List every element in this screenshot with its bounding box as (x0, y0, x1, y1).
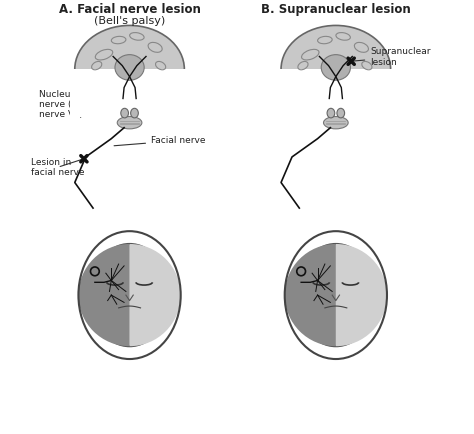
Ellipse shape (75, 26, 184, 113)
Wedge shape (285, 244, 336, 346)
Text: B. Supranuclear lesion: B. Supranuclear lesion (261, 3, 410, 16)
Ellipse shape (117, 116, 142, 129)
Bar (277, 69, 395, 118)
Wedge shape (129, 244, 181, 346)
Text: Supranuclear
lesion: Supranuclear lesion (354, 47, 431, 67)
Ellipse shape (373, 288, 380, 302)
Ellipse shape (321, 55, 350, 80)
Ellipse shape (166, 288, 173, 302)
Ellipse shape (292, 288, 299, 302)
Ellipse shape (131, 108, 138, 118)
Wedge shape (78, 244, 129, 346)
Ellipse shape (327, 108, 335, 118)
Text: Nucleus of facial
nerve (cranial
nerve VII): Nucleus of facial nerve (cranial nerve V… (39, 89, 121, 119)
Text: A. Facial nerve lesion: A. Facial nerve lesion (59, 3, 201, 16)
Ellipse shape (86, 288, 93, 302)
Ellipse shape (337, 108, 345, 118)
Bar (71, 69, 189, 118)
Ellipse shape (121, 108, 128, 118)
Ellipse shape (115, 55, 144, 80)
Text: Facial nerve: Facial nerve (114, 136, 206, 146)
Ellipse shape (281, 26, 391, 113)
Text: Lesion in
facial nerve: Lesion in facial nerve (31, 158, 84, 177)
Text: (Bell's palsy): (Bell's palsy) (94, 16, 165, 26)
Ellipse shape (324, 116, 348, 129)
Ellipse shape (90, 244, 170, 346)
Ellipse shape (296, 244, 376, 346)
Wedge shape (336, 244, 387, 346)
